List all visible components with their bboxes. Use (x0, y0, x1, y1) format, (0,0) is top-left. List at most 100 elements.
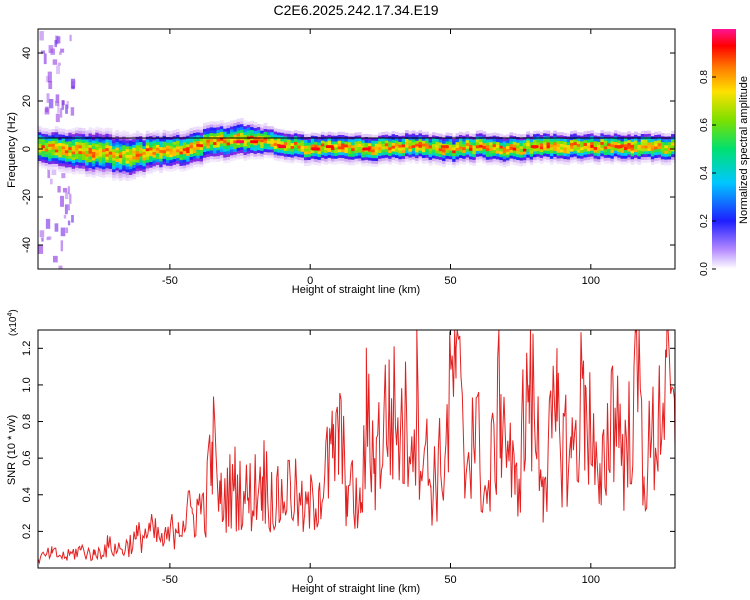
spectrogram-cell (627, 139, 632, 144)
spectrogram-cell (529, 153, 534, 157)
spectrogram-cell (128, 174, 133, 178)
spectrogram-cell (458, 160, 463, 164)
colorbar-tick-label: 0.8 (699, 70, 710, 84)
spectrogram-cell (337, 151, 342, 156)
spectrogram-cell (546, 156, 551, 160)
spectrogram-cell (155, 164, 160, 168)
spectrogram-cell (667, 162, 672, 166)
spectrogram-cell (68, 164, 73, 168)
spectrogram-cell (398, 141, 403, 145)
spectrogram-cell (38, 152, 42, 156)
spectrogram-cell (617, 137, 621, 141)
spectrogram-cell (172, 141, 177, 145)
spectrogram-cell (216, 138, 221, 142)
spectrogram-cell (509, 149, 514, 153)
spectrogram-cell (452, 147, 456, 151)
spectrogram-cell (563, 138, 568, 142)
spectrogram-cell (398, 158, 403, 163)
spectrogram-cell (391, 145, 396, 149)
spectrogram-cell (256, 132, 261, 136)
spectrogram-cell (98, 139, 103, 143)
spectrogram-cell (38, 157, 42, 162)
spectrogram-cell (428, 139, 433, 143)
spectrogram-cell (337, 146, 342, 150)
spectrogram-cell (159, 143, 163, 148)
spectrogram-cell (492, 138, 497, 142)
spectrogram-cell (617, 151, 621, 155)
spectrogram-cell (88, 161, 93, 166)
spectrogram-cell (623, 135, 628, 139)
spectrogram-cell (344, 158, 349, 162)
spectrogram-cell (357, 132, 362, 136)
spectrogram-cell (506, 154, 510, 158)
spectrogram-cell (495, 138, 500, 143)
spectrogram-cell (287, 159, 291, 163)
spectrogram-cell (243, 131, 248, 135)
spectrogram-cell (165, 145, 170, 149)
spectrogram-cell (75, 144, 79, 148)
spectrogram-cell (603, 146, 608, 150)
spectrogram-cell (327, 160, 332, 164)
spectrogram-cell (590, 159, 595, 163)
spectrogram-cell (169, 156, 174, 161)
spectrogram-cell (499, 142, 504, 146)
spectrogram-cell (657, 148, 662, 152)
spectrogram-cell (192, 158, 197, 162)
spectrogram-cell (341, 154, 345, 159)
spectrogram-cell (307, 142, 312, 146)
spectrogram-cell (664, 162, 669, 166)
spectrogram-cell (229, 155, 234, 159)
spectrogram-cell (660, 158, 665, 163)
spectrogram-cell (428, 133, 433, 137)
spectrogram-cell (85, 156, 89, 160)
spectrogram-cell (118, 157, 123, 161)
spectrogram-cell (519, 157, 524, 161)
spectrogram-cell (405, 158, 409, 163)
spectrogram-cell (54, 166, 59, 170)
spectrogram-cell (105, 142, 110, 146)
spectrogram-peak (311, 147, 320, 151)
spectrogram-cell (277, 140, 281, 144)
spectrogram-cell (270, 132, 275, 136)
spectrogram-cell (229, 143, 234, 147)
spectrogram-cell (277, 129, 281, 133)
spectrogram-cell (192, 126, 197, 131)
spectrogram-cell (41, 156, 46, 160)
spectrogram-cell (101, 131, 106, 135)
spectrogram-noise-cell (56, 36, 61, 44)
spectrogram-cell (438, 159, 443, 163)
spectrogram-cell (610, 132, 615, 136)
spectrogram-cell (660, 141, 665, 145)
spectrogram-cell (607, 134, 611, 138)
spectrogram-cell (401, 141, 406, 145)
spectrogram-cell (196, 158, 201, 162)
spectrogram-cell (330, 138, 335, 142)
spectrogram-cell (378, 135, 382, 139)
spectrogram-cell (270, 149, 275, 153)
spectrogram-cell (637, 141, 642, 145)
spectrogram-cell (243, 148, 248, 153)
spectrogram-cell (186, 164, 190, 168)
spectrogram-cell (506, 137, 510, 141)
colorbar-gradient (712, 29, 736, 269)
spectrogram-cell (139, 150, 143, 154)
spectrogram-cell (546, 153, 551, 157)
spectrogram-cell (455, 138, 460, 143)
spectrogram-cell (408, 139, 413, 144)
spectrogram-cell (216, 158, 221, 162)
spectrogram-cell (243, 120, 248, 124)
spectrogram-cell (213, 156, 217, 160)
spectrogram-cell (334, 146, 339, 151)
spectrogram-cell (583, 151, 588, 155)
spectrogram-cell (101, 174, 106, 178)
spectrogram-cell (644, 139, 648, 143)
spectrogram-cell (192, 161, 197, 165)
spectrogram-cell (85, 167, 89, 172)
spectrogram-noise-cell (49, 178, 53, 185)
spectrogram-cell (48, 143, 52, 147)
spectrogram-cell (573, 144, 578, 148)
spectrogram-cell (266, 155, 271, 159)
spectrogram-cell (206, 150, 211, 155)
spectrogram-cell (522, 145, 527, 149)
spectrogram-cell (304, 145, 308, 149)
